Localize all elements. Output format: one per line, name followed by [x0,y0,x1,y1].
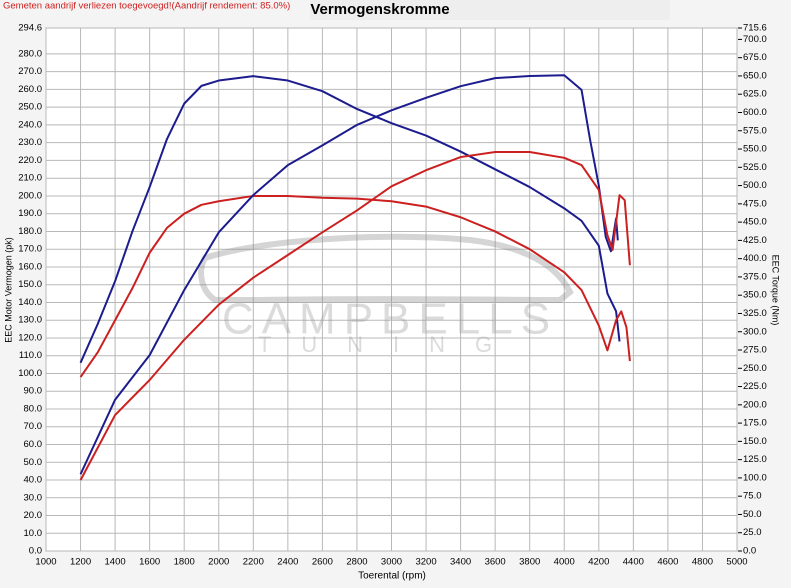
y2-tick-label: 400.0 [743,253,767,264]
x-tick-label: 3000 [381,557,402,568]
y-tick-label: 110.0 [19,350,42,361]
y-tick-label: 120.0 [18,332,42,343]
y2-tick-label: 275.0 [743,345,767,356]
x-tick-label: 2800 [346,557,367,568]
x-tick-label: 2600 [312,557,333,568]
watermark-text: CAMPBELLS [222,295,558,344]
y2-tick-label: 200.0 [743,399,767,410]
y2-tick-label: 300.0 [743,326,767,337]
y-axis-label: EEC Motor Vermogen (pk) [3,237,13,343]
y-tick-label: 294.6 [18,23,42,34]
y2-tick-label: 375.0 [743,271,767,282]
y-tick-label: 240.0 [18,119,42,130]
y2-tick-label: 175.0 [743,418,767,429]
y-tick-label: 70.0 [24,421,43,432]
y2-tick-label: 675.0 [743,52,767,63]
y2-tick-label: 550.0 [743,144,767,155]
y-tick-label: 60.0 [24,439,43,450]
x-tick-label: 3600 [485,557,506,568]
y2-tick-label: 0.0 [743,546,756,557]
y-tick-label: 190.0 [18,208,42,219]
y-tick-label: 270.0 [18,66,42,77]
x-tick-label: 1400 [105,557,126,568]
y-tick-label: 50.0 [24,457,43,468]
watermark-text: TUNING [258,332,522,357]
y-tick-label: 30.0 [24,492,43,503]
y2-tick-label: 450.0 [743,217,767,228]
x-tick-label: 2200 [243,557,264,568]
y2-tick-label: 575.0 [743,125,767,136]
y2-tick-label: 150.0 [743,436,767,447]
y-tick-label: 160.0 [18,261,42,272]
y2-tick-label: 350.0 [743,290,767,301]
y-tick-label: 170.0 [18,244,42,255]
y-tick-label: 250.0 [18,102,42,113]
y-tick-label: 80.0 [24,403,43,414]
y-tick-label: 10.0 [24,528,43,539]
x-tick-label: 4200 [588,557,609,568]
series-line [79,194,631,378]
y2-tick-label: 475.0 [743,198,767,209]
x-tick-label: 2400 [277,557,298,568]
y2-axis-label: EEC Torque (Nm) [771,255,781,326]
y2-tick-label: 425.0 [743,235,767,246]
y-tick-label: 260.0 [18,84,42,95]
y-tick-label: 40.0 [24,475,43,486]
x-tick-label: 4600 [657,557,678,568]
y2-tick-label: 600.0 [743,107,767,118]
x-tick-label: 3200 [415,557,436,568]
y-tick-label: 150.0 [18,279,42,290]
y-tick-label: 140.0 [18,297,42,308]
y2-tick-label: 700.0 [743,34,767,45]
y-tick-label: 90.0 [24,386,43,397]
y2-tick-label: 525.0 [743,162,767,173]
series-line [79,75,621,364]
x-tick-label: 3800 [519,557,540,568]
y-tick-label: 220.0 [18,155,42,166]
series-line [79,150,631,481]
y-tick-label: 200.0 [18,190,42,201]
y2-tick-label: 50.0 [743,509,762,520]
y2-tick-label: 625.0 [743,89,767,100]
y2-tick-label: 715.6 [743,23,767,34]
title-box [310,0,670,20]
y2-tick-label: 100.0 [743,472,767,483]
x-tick-label: 1200 [70,557,91,568]
notice: Gemeten aandrijf verliezen toegevoegd!(A… [3,1,290,12]
x-tick-label: 2000 [208,557,229,568]
x-tick-label: 5000 [726,557,747,568]
y-tick-label: 130.0 [18,315,42,326]
watermark-car [198,233,574,304]
x-tick-label: 1600 [139,557,160,568]
x-tick-label: 4400 [623,557,644,568]
y2-tick-label: 250.0 [743,363,767,374]
y2-tick-label: 75.0 [743,491,762,502]
y2-tick-label: 500.0 [743,180,767,191]
y-tick-label: 230.0 [18,137,42,148]
y2-tick-label: 25.0 [743,527,762,538]
y-tick-label: 0.0 [29,546,42,557]
y-tick-label: 20.0 [24,510,43,521]
x-tick-label: 1800 [174,557,195,568]
watermark: CAMPBELLS TUNING [198,233,574,357]
y2-tick-label: 325.0 [743,308,767,319]
y-tick-label: 280.0 [18,48,42,59]
y-tick-label: 210.0 [18,173,42,184]
x-tick-label: 4800 [692,557,713,568]
y2-tick-label: 225.0 [743,381,767,392]
y-tick-label: 180.0 [18,226,42,237]
y2-tick-label: 650.0 [743,70,767,81]
x-tick-label: 4000 [554,557,575,568]
y2-tick-label: 125.0 [743,454,767,465]
x-tick-label: 3400 [450,557,471,568]
y-tick-label: 100.0 [18,368,42,379]
x-axis-label: Toerental (rpm) [358,571,426,582]
x-tick-label: 1000 [35,557,56,568]
chart-title: Vermogenskromme [310,1,449,18]
